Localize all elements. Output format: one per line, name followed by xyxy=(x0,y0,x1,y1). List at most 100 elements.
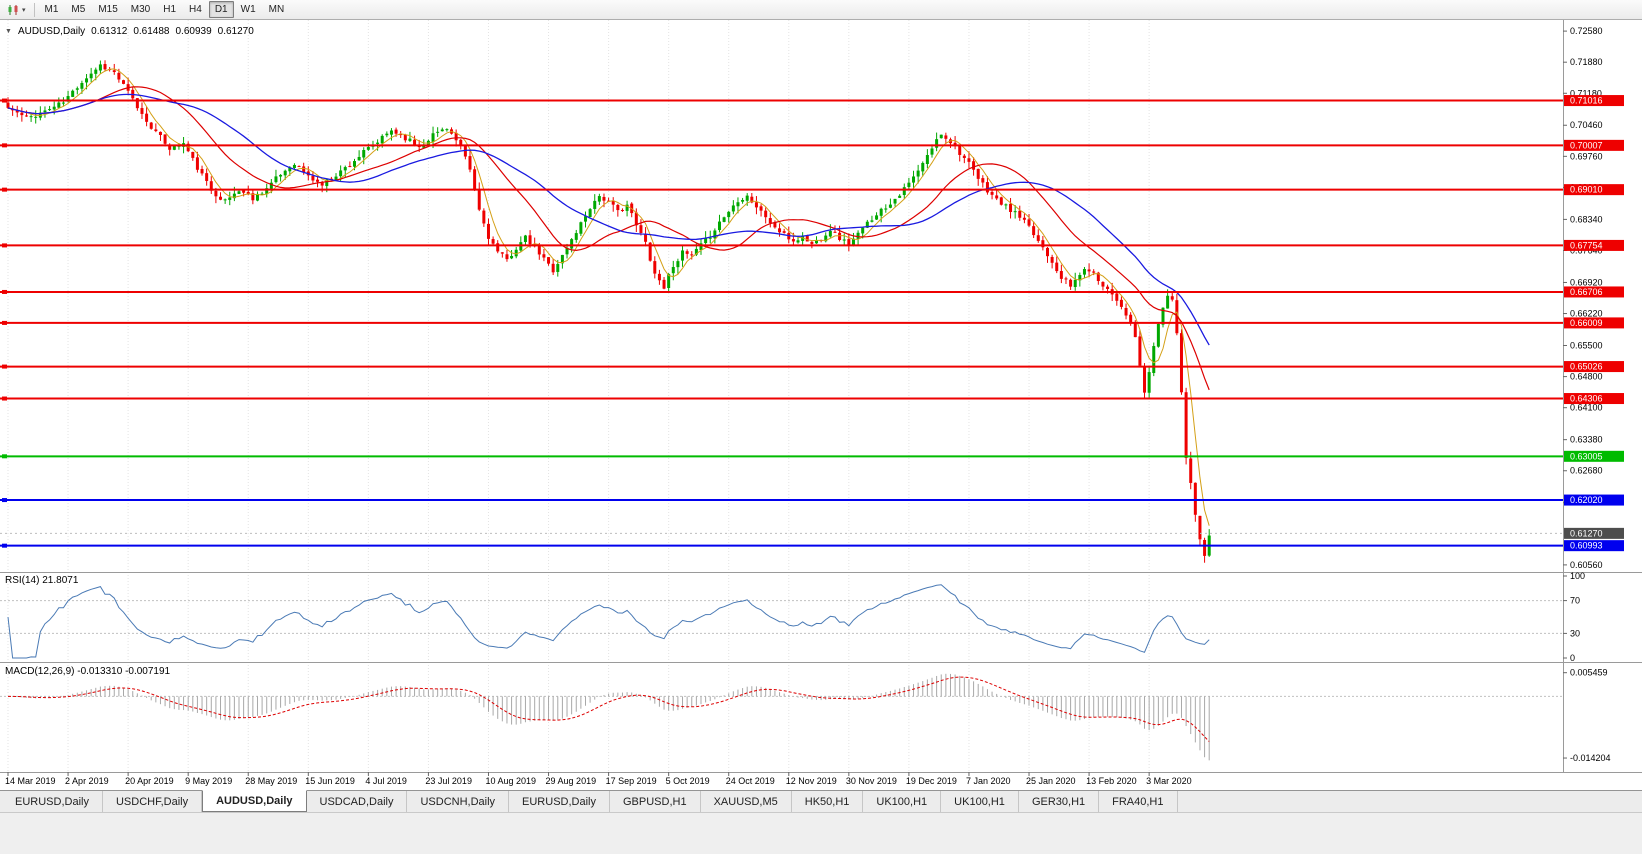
price-level-tag: 0.67754 xyxy=(1564,239,1624,251)
chart-tab-hk50-h1[interactable]: HK50,H1 xyxy=(792,791,864,812)
svg-text:29 Aug 2019: 29 Aug 2019 xyxy=(546,776,597,786)
svg-text:28 May 2019: 28 May 2019 xyxy=(245,776,297,786)
chevron-down-icon: ▾ xyxy=(22,6,26,14)
ma-line-5 xyxy=(7,68,1210,526)
collapse-icon[interactable]: ▼ xyxy=(5,28,12,35)
timeframe-button-m15[interactable]: M15 xyxy=(98,4,118,15)
svg-text:0.67754: 0.67754 xyxy=(1570,240,1603,250)
timeframe-buttons: M1 M5 M15 M30 H1 H4 D1 W1 MN xyxy=(39,1,291,18)
chart-tab-usdcad-daily[interactable]: USDCAD,Daily xyxy=(307,791,408,812)
chart-tab-audusd-daily[interactable]: AUDUSD,Daily xyxy=(202,790,307,812)
price-level-tag: 0.64306 xyxy=(1564,393,1624,405)
svg-text:70: 70 xyxy=(1570,596,1580,606)
timeframe-button-m1[interactable]: M1 xyxy=(44,4,59,15)
price-level-tag: 0.69010 xyxy=(1564,184,1624,196)
svg-text:5 Oct 2019: 5 Oct 2019 xyxy=(666,776,710,786)
svg-text:0.70460: 0.70460 xyxy=(1570,120,1603,130)
chart-window[interactable]: ▼ AUDUSD,Daily 0.61312 0.61488 0.60939 0… xyxy=(0,20,1642,790)
svg-text:7 Jan 2020: 7 Jan 2020 xyxy=(966,776,1011,786)
chart-tab-eurusd-daily[interactable]: EURUSD,Daily xyxy=(509,791,610,812)
svg-text:0.63380: 0.63380 xyxy=(1570,435,1603,445)
svg-text:4 Jul 2019: 4 Jul 2019 xyxy=(365,776,407,786)
chart-tab-usdchf-daily[interactable]: USDCHF,Daily xyxy=(103,791,203,812)
svg-text:0.60993: 0.60993 xyxy=(1570,541,1603,551)
ohlc-close: 0.61270 xyxy=(217,26,254,37)
price-level-tag: 0.66706 xyxy=(1564,286,1624,298)
chart-background xyxy=(0,20,1642,790)
current-price-tag: 0.61270 xyxy=(1564,527,1624,539)
svg-text:0.65500: 0.65500 xyxy=(1570,341,1603,351)
svg-text:-0.014204: -0.014204 xyxy=(1570,753,1611,763)
svg-text:0.62680: 0.62680 xyxy=(1570,466,1603,476)
svg-text:19 Dec 2019: 19 Dec 2019 xyxy=(906,776,957,786)
price-scale: 0.72580 0.71880 0.71180 0.70460 0.69760 0.690… xyxy=(1563,26,1624,763)
svg-text:0.66009: 0.66009 xyxy=(1570,318,1603,328)
chart-title: AUDUSD,Daily xyxy=(17,26,86,37)
ohlc-low: 0.60939 xyxy=(175,26,212,37)
timeframe-button-h1[interactable]: H1 xyxy=(163,4,177,15)
svg-text:0.71016: 0.71016 xyxy=(1570,96,1603,106)
svg-text:0.69760: 0.69760 xyxy=(1570,151,1603,161)
svg-text:0.64306: 0.64306 xyxy=(1570,394,1603,404)
svg-text:17 Sep 2019: 17 Sep 2019 xyxy=(606,776,657,786)
time-scale: 14 Mar 2019 2 Apr 2019 20 Apr 2019 9 May 20… xyxy=(5,772,1192,786)
price-level-tag: 0.62020 xyxy=(1564,494,1624,506)
svg-text:12 Nov 2019: 12 Nov 2019 xyxy=(786,776,837,786)
svg-text:15 Jun 2019: 15 Jun 2019 xyxy=(305,776,355,786)
price-level-tag: 0.65026 xyxy=(1564,361,1624,373)
chart-tab-uk100-h1[interactable]: UK100,H1 xyxy=(941,791,1019,812)
chart-tab-ger30-h1[interactable]: GER30,H1 xyxy=(1019,791,1100,812)
timeframe-button-w1[interactable]: W1 xyxy=(240,4,256,15)
svg-text:2 Apr 2019: 2 Apr 2019 xyxy=(65,776,109,786)
price-level-tag: 0.71016 xyxy=(1564,95,1624,107)
svg-text:0.68340: 0.68340 xyxy=(1570,214,1603,224)
rsi-line xyxy=(7,584,1210,659)
chart-tab-fra40-h1[interactable]: FRA40,H1 xyxy=(1099,791,1178,812)
rsi-indicator-label: RSI(14) 21.8071 xyxy=(5,575,79,586)
svg-text:23 Jul 2019: 23 Jul 2019 xyxy=(425,776,472,786)
timeframe-button-m30[interactable]: M30 xyxy=(130,4,151,15)
svg-text:30: 30 xyxy=(1570,628,1580,638)
svg-text:24 Oct 2019: 24 Oct 2019 xyxy=(726,776,775,786)
chart-tab-gbpusd-h1[interactable]: GBPUSD,H1 xyxy=(610,791,701,812)
chart-tab-usdcnh-daily[interactable]: USDCNH,Daily xyxy=(407,791,510,812)
svg-text:0.66220: 0.66220 xyxy=(1570,309,1603,319)
ma-line-34 xyxy=(7,93,1210,346)
macd-indicator-label: MACD(12,26,9) -0.013310 -0.007191 xyxy=(5,666,171,677)
ma-line-20 xyxy=(7,86,1210,391)
timeframe-button-mn[interactable]: MN xyxy=(268,4,285,15)
chart-title-bar: ▼ AUDUSD,Daily 0.61312 0.61488 0.60939 0… xyxy=(5,26,254,37)
svg-text:9 May 2019: 9 May 2019 xyxy=(185,776,232,786)
chart-tab-bar: EURUSD,Daily USDCHF,Daily AUDUSD,Daily USDC… xyxy=(0,790,1642,812)
svg-text:0: 0 xyxy=(1570,653,1575,663)
chart-tab-uk100-h1[interactable]: UK100,H1 xyxy=(863,791,942,812)
svg-text:14 Mar 2019: 14 Mar 2019 xyxy=(5,776,56,786)
timeframe-toolbar: ▾ M1 M5 M15 M30 H1 H4 D1 W1 MN xyxy=(0,0,1642,20)
svg-text:30 Nov 2019: 30 Nov 2019 xyxy=(846,776,897,786)
chart-type-button[interactable]: ▾ xyxy=(3,2,30,18)
svg-text:0.66920: 0.66920 xyxy=(1570,277,1603,287)
svg-text:0.61270: 0.61270 xyxy=(1570,528,1603,538)
chart-canvas[interactable]: 0.72580 0.71880 0.71180 0.70460 0.69760 0.690… xyxy=(0,20,1642,790)
ohlc-open: 0.61312 xyxy=(91,26,128,37)
chart-tab-eurusd-daily[interactable]: EURUSD,Daily xyxy=(2,791,103,812)
ohlc-high: 0.61488 xyxy=(133,26,170,37)
svg-text:0.66706: 0.66706 xyxy=(1570,287,1603,297)
chart-tab-xauusd-m5[interactable]: XAUUSD,M5 xyxy=(701,791,792,812)
svg-text:0.70007: 0.70007 xyxy=(1570,140,1603,150)
svg-text:0.65026: 0.65026 xyxy=(1570,362,1603,372)
timeframe-button-d1[interactable]: D1 xyxy=(208,1,234,18)
svg-text:0.64100: 0.64100 xyxy=(1570,403,1603,413)
svg-text:0.60560: 0.60560 xyxy=(1570,560,1603,570)
timeframe-button-m5[interactable]: M5 xyxy=(71,4,86,15)
candlestick-chart-icon xyxy=(8,4,18,15)
svg-text:13 Feb 2020: 13 Feb 2020 xyxy=(1086,776,1137,786)
timeframe-button-h4[interactable]: H4 xyxy=(189,4,202,15)
horizontal-level-lines xyxy=(0,98,1563,548)
svg-text:100: 100 xyxy=(1570,571,1585,581)
svg-text:0.62020: 0.62020 xyxy=(1570,495,1603,505)
svg-text:25 Jan 2020: 25 Jan 2020 xyxy=(1026,776,1076,786)
svg-text:0.71880: 0.71880 xyxy=(1570,57,1603,67)
price-level-tag: 0.66009 xyxy=(1564,317,1624,329)
toolbar-separator xyxy=(33,2,35,17)
